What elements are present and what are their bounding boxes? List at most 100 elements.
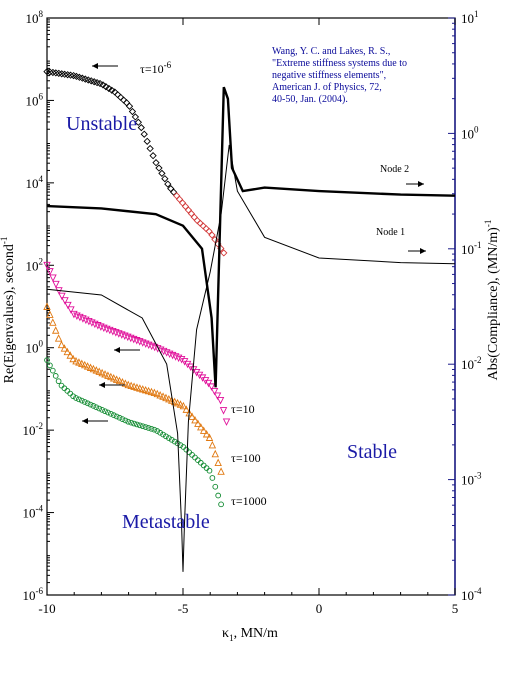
data-point [142,424,149,430]
data-point [205,433,214,441]
citation-line: American J. of Physics, 72, [272,82,382,93]
data-point [212,483,219,490]
data-point [162,393,170,402]
y-left-tick-label: 104 [26,174,44,191]
data-point [153,389,161,398]
data-point [69,354,77,363]
data-point [145,425,152,431]
data-point [125,102,134,110]
series-label: τ=1000 [231,494,267,508]
series-line [46,86,456,388]
series-line [46,144,456,572]
data-point [191,415,199,424]
data-point [118,331,126,339]
data-point [130,335,138,344]
data-point [73,312,81,320]
data-point [91,320,99,329]
data-point [179,401,188,410]
series-thick-line [46,86,456,388]
data-point [67,306,75,314]
data-point [137,123,145,132]
data-point [217,467,225,475]
data-point [174,354,183,363]
region-label: Metastable [122,511,210,533]
data-point [160,431,166,438]
data-point [164,180,172,188]
data-point [209,475,216,481]
data-point [139,339,147,347]
data-point [78,397,85,404]
data-point [127,334,135,343]
data-point [136,422,143,429]
data-point [102,408,108,415]
data-point [58,292,66,301]
x-tick-label: -10 [38,601,55,616]
data-point [158,169,166,178]
data-point [182,405,190,413]
plot-frame [46,17,456,596]
data-point [176,400,185,408]
data-point [84,400,91,407]
data-point [218,501,224,508]
data-point [51,326,60,334]
data-point [46,268,54,276]
data-point [136,338,144,346]
data-point [54,334,63,342]
citation-line: "Extreme stiffness systems due to [272,58,407,69]
series-label: τ=100 [231,451,261,465]
data-point [146,144,154,153]
data-point [102,83,110,91]
x-tick-label: 0 [316,601,323,616]
y-right-tick-label: 10-4 [461,586,482,603]
data-point [72,356,80,365]
data-point [98,368,106,377]
data-point [94,322,102,330]
data-point [152,159,160,167]
data-point [95,367,103,375]
data-point [153,345,162,353]
data-point [105,409,111,416]
data-point [76,313,84,322]
data-point [103,325,111,334]
data-point [85,317,93,326]
data-point [79,315,87,323]
data-point [106,326,114,335]
data-point [157,429,164,436]
data-point [116,414,123,421]
data-point [47,362,53,369]
data-point [75,358,83,366]
node2-arrow-head [418,181,424,187]
data-point [204,379,213,388]
data-point [70,393,76,400]
region-label: Stable [347,441,397,463]
data-point [83,362,92,370]
data-point [104,371,112,379]
data-point [89,364,98,373]
data-point [168,396,176,404]
series-triangle-down [43,261,231,426]
node1-arrow-head [420,248,426,254]
data-point [165,394,173,403]
data-point [101,370,109,378]
data-point [110,412,117,418]
data-point [216,397,225,405]
data-point [125,418,132,425]
data-point [140,130,148,138]
data-point [159,392,167,400]
data-point [199,426,208,434]
data-point [131,113,140,121]
data-point [173,398,182,407]
series-label: τ=10 [231,402,255,416]
y-left-axis-title: Re(Eigenvalues), second-1 [0,237,17,384]
data-point [165,350,174,359]
y-right-tick-label: 100 [461,124,479,141]
data-point [43,302,51,310]
data-point [194,419,202,427]
data-point [162,349,171,357]
data-point [61,297,69,305]
region-label: Unstable [66,113,137,135]
y-right-tick-label: 10-1 [461,240,482,257]
data-point [210,387,219,396]
data-point [220,249,228,257]
data-point [134,118,142,126]
